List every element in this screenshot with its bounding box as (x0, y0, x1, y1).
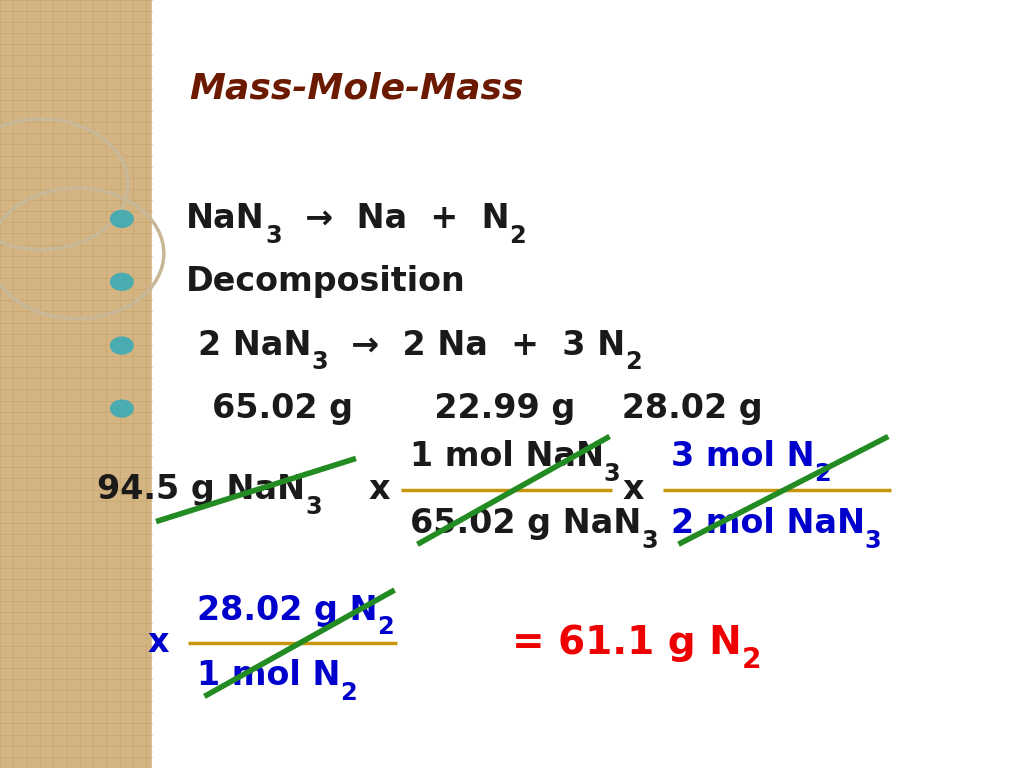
Text: 28.02 g N: 28.02 g N (197, 594, 377, 627)
Text: x: x (369, 474, 389, 506)
Text: 2 mol NaN: 2 mol NaN (671, 508, 865, 540)
Text: 1 mol N: 1 mol N (197, 660, 340, 692)
Bar (0, 0, 152, 768)
Text: 65.02 g NaN: 65.02 g NaN (410, 508, 641, 540)
Circle shape (111, 273, 133, 290)
Bar (152, 0, 1024, 768)
Circle shape (111, 210, 133, 227)
Text: 2: 2 (340, 680, 356, 705)
Text: = 61.1 g N: = 61.1 g N (512, 624, 741, 662)
Text: →  Na  +  N: → Na + N (282, 203, 509, 235)
Text: NaN: NaN (186, 203, 265, 235)
Text: →  2 Na  +  3 N: → 2 Na + 3 N (328, 329, 625, 362)
Text: x: x (623, 474, 643, 506)
Text: 2 NaN: 2 NaN (198, 329, 311, 362)
Text: 2: 2 (377, 615, 394, 640)
Text: Mass-Mole-Mass: Mass-Mole-Mass (189, 71, 524, 105)
Text: 2: 2 (814, 462, 831, 486)
Text: 3: 3 (311, 350, 328, 375)
Text: Decomposition: Decomposition (186, 266, 466, 298)
Text: 1 mol NaN: 1 mol NaN (410, 441, 604, 473)
Text: 3: 3 (604, 462, 621, 486)
Text: 3 mol N: 3 mol N (671, 441, 814, 473)
Text: 3: 3 (265, 223, 282, 248)
Text: 3: 3 (641, 528, 657, 553)
Text: 2: 2 (509, 223, 526, 248)
Circle shape (111, 337, 133, 354)
Text: x: x (148, 627, 169, 659)
Text: 65.02 g       22.99 g    28.02 g: 65.02 g 22.99 g 28.02 g (212, 392, 763, 425)
Text: 2: 2 (625, 350, 642, 375)
Circle shape (111, 400, 133, 417)
Text: 3: 3 (305, 495, 322, 519)
Text: 2: 2 (741, 646, 761, 674)
Text: 94.5 g NaN: 94.5 g NaN (97, 474, 305, 506)
Text: 3: 3 (865, 528, 882, 553)
